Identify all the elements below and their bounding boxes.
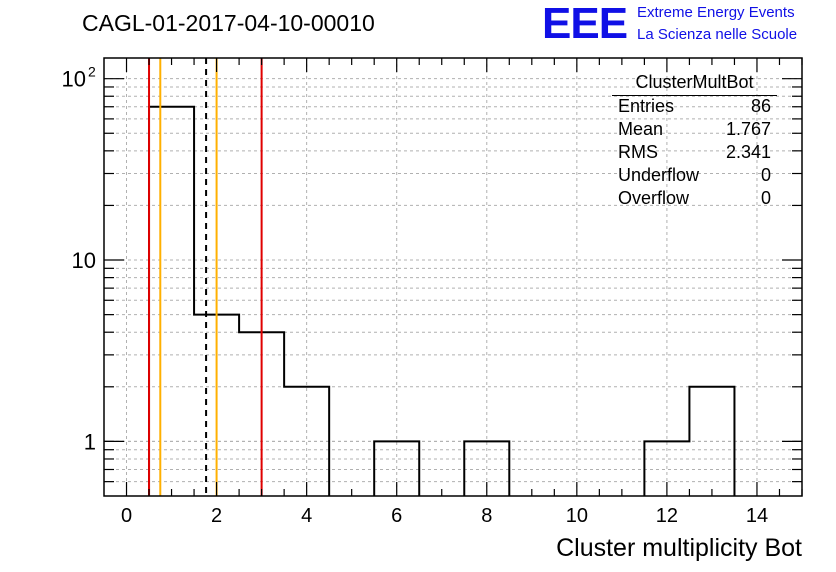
- histogram-bin: [149, 107, 194, 496]
- x-tick-label: 2: [211, 505, 222, 527]
- stats-value: 0: [760, 188, 771, 208]
- y-tick-label: 10: [62, 67, 86, 92]
- x-tick-label: 14: [746, 505, 768, 527]
- x-tick-label: 6: [391, 505, 402, 527]
- plot-frame: [103, 57, 803, 497]
- eee-logo-mark: EEE: [542, 0, 628, 48]
- logo-line-2: La Scienza nelle Scuole: [637, 26, 798, 43]
- stats-value: 86: [750, 96, 771, 116]
- stats-label: Entries: [618, 96, 675, 116]
- stats-box: ClusterMultBot Entries 86 Mean 1.767 RMS…: [612, 72, 777, 211]
- stats-row-underflow: Underflow 0: [612, 165, 777, 188]
- y-tick-exponent: 2: [88, 64, 96, 80]
- stats-value: 0: [760, 165, 771, 185]
- stats-label: Overflow: [618, 188, 690, 208]
- x-axis-label: Cluster multiplicity Bot: [556, 534, 802, 562]
- stats-label: Mean: [618, 119, 664, 139]
- y-tick-label: 1: [84, 429, 96, 454]
- stats-row-overflow: Overflow 0: [612, 188, 777, 211]
- histogram-outline: [148, 105, 736, 496]
- stats-row-mean: Mean 1.767: [612, 119, 777, 142]
- stats-value: 2.341: [725, 142, 771, 162]
- x-tick-label: 0: [121, 505, 132, 527]
- stats-label: RMS: [618, 142, 658, 162]
- chart-title: CAGL-01-2017-04-10-00010: [82, 10, 375, 36]
- stats-value: 1.767: [725, 119, 771, 139]
- stats-row-entries: Entries 86: [612, 96, 777, 119]
- stats-label: Underflow: [618, 165, 700, 185]
- y-tick-label: 10: [72, 248, 96, 273]
- stats-row-rms: RMS 2.341: [612, 142, 777, 165]
- x-tick-label: 10: [566, 505, 588, 527]
- logo-line-1: Extreme Energy Events: [637, 4, 795, 21]
- stats-title: ClusterMultBot: [612, 72, 777, 96]
- x-tick-label: 8: [481, 505, 492, 527]
- x-tick-label: 4: [301, 505, 312, 527]
- x-tick-label: 12: [656, 505, 678, 527]
